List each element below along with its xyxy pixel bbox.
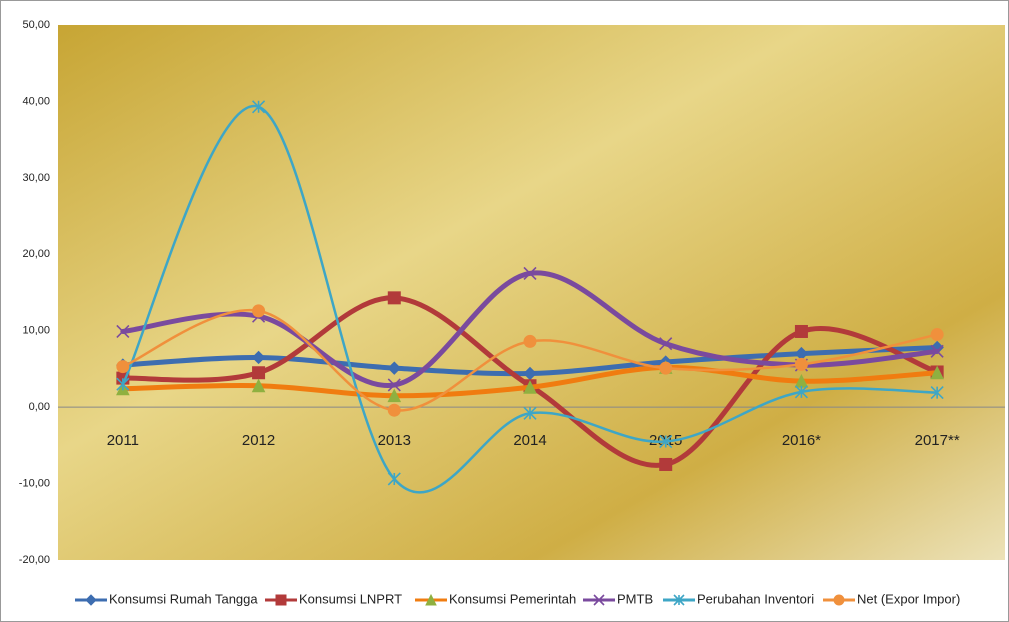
y-tick-label: 0,00 bbox=[29, 401, 50, 413]
x-tick-label: 2012 bbox=[242, 432, 275, 449]
x-tick-label: 2011 bbox=[107, 432, 139, 449]
marker bbox=[116, 377, 130, 391]
legend-label: PMTB bbox=[617, 591, 653, 606]
marker bbox=[252, 100, 266, 114]
legend-label: Perubahan Inventori bbox=[697, 591, 814, 606]
marker bbox=[252, 366, 266, 380]
series-line bbox=[121, 105, 939, 494]
marker bbox=[85, 594, 97, 606]
marker bbox=[523, 334, 537, 348]
legend-label: Konsumsi Pemerintah bbox=[449, 591, 576, 606]
marker bbox=[387, 378, 401, 392]
marker bbox=[425, 593, 437, 606]
y-tick-label: -10,00 bbox=[19, 477, 50, 489]
marker bbox=[593, 594, 605, 606]
marker bbox=[387, 403, 401, 417]
marker bbox=[116, 360, 130, 374]
marker bbox=[387, 472, 401, 486]
legend-label: Konsumsi Rumah Tangga bbox=[109, 591, 258, 606]
marker bbox=[387, 361, 401, 375]
plot-area bbox=[58, 25, 1005, 560]
marker bbox=[659, 434, 673, 449]
legend-label: Konsumsi LNPRT bbox=[299, 591, 402, 606]
marker bbox=[523, 266, 537, 280]
marker bbox=[930, 344, 944, 358]
y-tick-label: 10,00 bbox=[22, 325, 50, 337]
marker bbox=[523, 406, 537, 420]
marker bbox=[794, 385, 808, 399]
marker bbox=[833, 594, 845, 606]
marker bbox=[387, 291, 401, 305]
marker bbox=[673, 594, 685, 606]
x-tick-label: 2013 bbox=[378, 432, 411, 449]
marker bbox=[252, 304, 266, 318]
marker bbox=[523, 380, 537, 394]
marker bbox=[794, 324, 808, 338]
y-tick-label: 20,00 bbox=[22, 248, 50, 260]
marker bbox=[275, 594, 287, 606]
y-tick-label: -20,00 bbox=[19, 554, 50, 566]
marker bbox=[930, 328, 944, 342]
marker bbox=[659, 361, 673, 375]
legend-label: Net (Expor Impor) bbox=[857, 591, 960, 606]
marker bbox=[930, 365, 944, 380]
marker bbox=[387, 388, 402, 403]
y-tick-label: 40,00 bbox=[22, 95, 50, 107]
marker bbox=[794, 357, 808, 371]
marker bbox=[116, 324, 130, 339]
y-tick-label: 30,00 bbox=[22, 172, 50, 184]
marker bbox=[251, 378, 266, 393]
marker bbox=[930, 386, 944, 400]
x-tick-label: 2014 bbox=[513, 432, 546, 449]
marker bbox=[659, 337, 673, 351]
x-tick-label: 2016* bbox=[782, 432, 821, 449]
marker bbox=[659, 457, 673, 471]
x-tick-label: 2017** bbox=[915, 432, 960, 449]
marker bbox=[251, 350, 266, 365]
y-tick-label: 50,00 bbox=[22, 19, 50, 31]
